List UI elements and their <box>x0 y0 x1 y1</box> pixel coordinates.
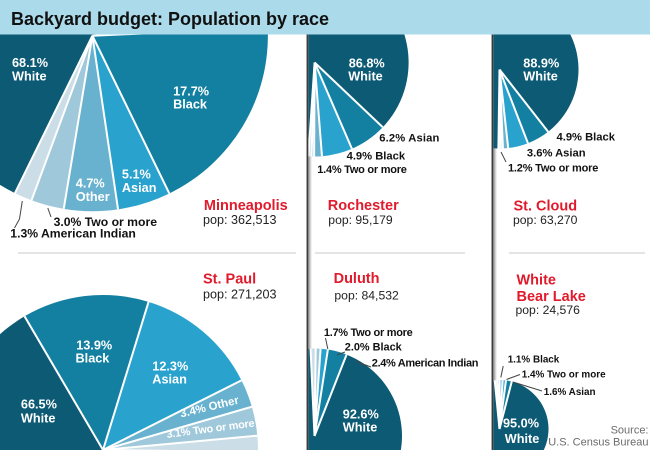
svg-text:White: White <box>12 70 47 84</box>
svg-text:pop: 271,203: pop: 271,203 <box>203 287 277 301</box>
svg-text:Black: Black <box>173 98 208 112</box>
svg-text:pop: 24,576: pop: 24,576 <box>516 303 581 317</box>
svg-text:1.4% Two or more: 1.4% Two or more <box>522 370 606 381</box>
svg-text:Backyard budget: Population by: Backyard budget: Population by race <box>11 9 329 29</box>
svg-text:92.6%: 92.6% <box>343 408 379 422</box>
svg-text:Other: Other <box>76 190 110 204</box>
svg-text:95.0%: 95.0% <box>503 416 539 430</box>
svg-text:17.7%: 17.7% <box>173 85 209 99</box>
svg-text:U.S. Census Bureau: U.S. Census Bureau <box>548 436 648 448</box>
svg-text:6.2% Asian: 6.2% Asian <box>379 133 439 145</box>
svg-text:White: White <box>523 70 558 84</box>
svg-text:4.9% Black: 4.9% Black <box>347 150 406 162</box>
svg-text:1.7% Two or more: 1.7% Two or more <box>324 327 413 339</box>
svg-text:88.9%: 88.9% <box>523 57 559 71</box>
svg-text:3.6% Asian: 3.6% Asian <box>527 148 586 160</box>
svg-text:4.7%: 4.7% <box>76 177 105 191</box>
svg-text:White: White <box>517 272 556 288</box>
svg-text:13.9%: 13.9% <box>76 339 112 353</box>
svg-text:Black: Black <box>76 352 111 366</box>
svg-text:White: White <box>348 70 383 84</box>
svg-text:pop: 84,532: pop: 84,532 <box>334 288 399 302</box>
svg-text:12.3%: 12.3% <box>152 359 188 373</box>
svg-text:Asian: Asian <box>122 181 157 195</box>
svg-text:2.4% American Indian: 2.4% American Indian <box>372 357 479 369</box>
svg-text:Duluth: Duluth <box>334 271 380 287</box>
svg-text:68.1%: 68.1% <box>12 56 48 70</box>
svg-text:5.1%: 5.1% <box>122 168 151 182</box>
svg-text:White: White <box>21 411 56 425</box>
svg-text:pop: 63,270: pop: 63,270 <box>513 213 578 227</box>
svg-text:St. Paul: St. Paul <box>203 271 256 287</box>
svg-text:Asian: Asian <box>152 373 187 387</box>
svg-text:4.9% Black: 4.9% Black <box>557 131 616 143</box>
svg-text:1.4% Two or more: 1.4% Two or more <box>317 164 406 176</box>
svg-text:St. Cloud: St. Cloud <box>514 198 578 214</box>
svg-text:White: White <box>343 420 378 434</box>
svg-text:66.5%: 66.5% <box>21 398 57 412</box>
svg-text:86.8%: 86.8% <box>349 57 385 71</box>
svg-text:Source:: Source: <box>611 424 649 436</box>
svg-text:2.0% Black: 2.0% Black <box>345 342 403 354</box>
svg-text:1.2% Two or more: 1.2% Two or more <box>508 163 598 175</box>
svg-text:1.1% Black: 1.1% Black <box>508 354 560 365</box>
svg-text:1.3% American Indian: 1.3% American Indian <box>10 227 136 241</box>
svg-text:White: White <box>505 432 540 446</box>
svg-text:pop: 362,513: pop: 362,513 <box>203 213 277 227</box>
svg-text:pop: 95,179: pop: 95,179 <box>328 213 393 227</box>
svg-text:Minneapolis: Minneapolis <box>204 198 288 214</box>
svg-text:Rochester: Rochester <box>328 198 399 214</box>
svg-text:1.6% Asian: 1.6% Asian <box>544 387 596 398</box>
